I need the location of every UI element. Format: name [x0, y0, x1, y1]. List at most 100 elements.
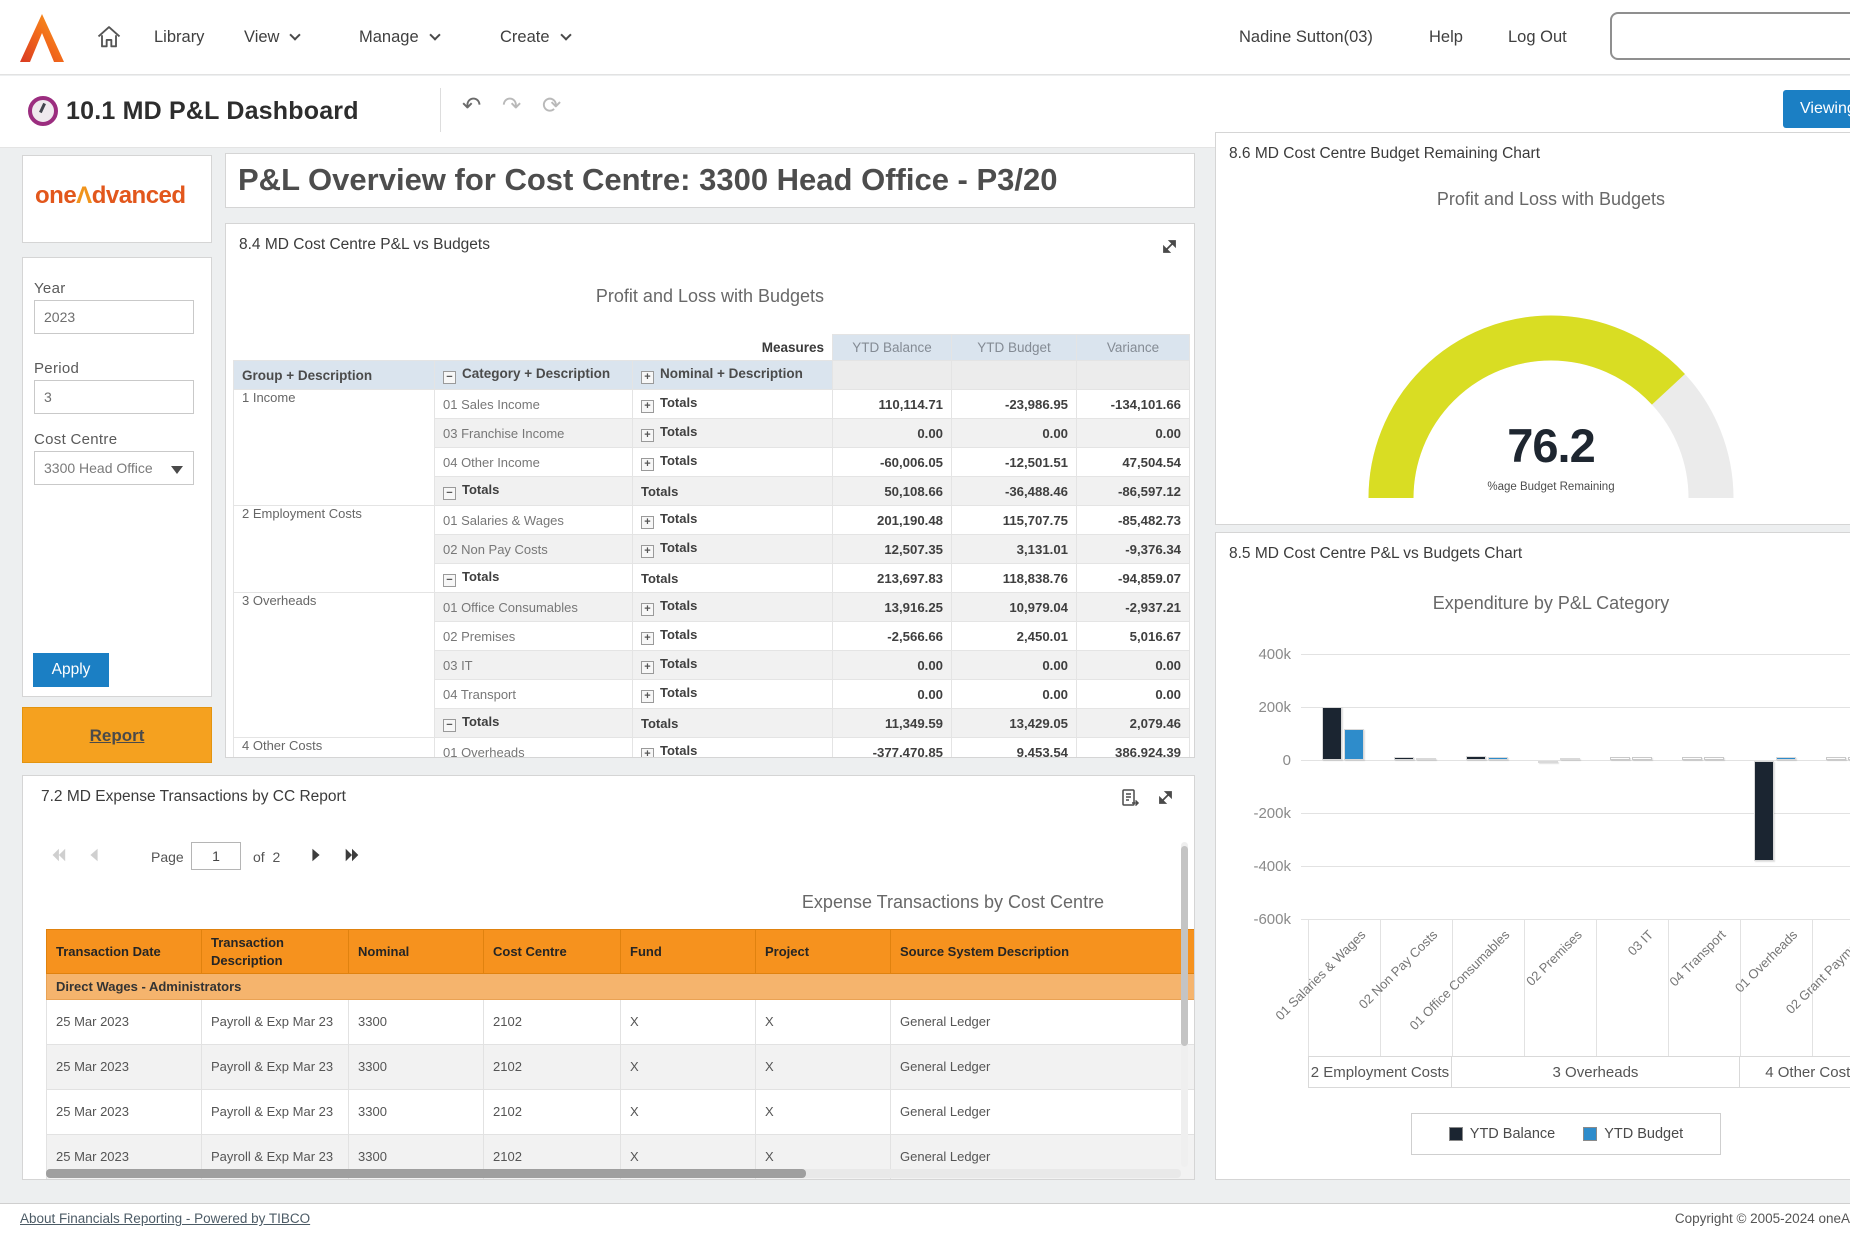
viewing-mode-button[interactable]: Viewing — [1783, 90, 1850, 128]
legend-item-ytd-budget[interactable]: YTD Budget — [1583, 1126, 1683, 1142]
col-project[interactable]: Project — [755, 928, 891, 975]
expand-row-icon[interactable] — [641, 603, 654, 616]
logout-link[interactable]: Log Out — [1508, 28, 1567, 46]
next-page-icon[interactable] — [307, 846, 325, 864]
nav-item-manage[interactable]: Manage — [359, 0, 441, 75]
expand-row-icon[interactable] — [641, 690, 654, 703]
col-category-description[interactable]: Category + Description — [434, 360, 633, 390]
scrollbar-thumb[interactable] — [46, 1169, 806, 1178]
bar-ytd-balance — [1610, 757, 1630, 760]
x-axis-label[interactable]: 01 Salaries & Wages — [1272, 927, 1369, 1024]
expand-row-icon[interactable] — [641, 748, 654, 757]
page-label: Page — [151, 849, 184, 865]
col-cost-centre[interactable]: Cost Centre — [483, 928, 621, 975]
expand-row-icon[interactable] — [641, 429, 654, 442]
table-row: 03 Franchise Income Totals 0.000.000.00 — [234, 418, 1190, 448]
col-variance[interactable]: Variance — [1076, 334, 1190, 361]
redo-icon[interactable]: ↷ — [502, 92, 522, 118]
collapse-row-icon[interactable] — [443, 719, 456, 732]
col-nominal[interactable]: Nominal — [348, 928, 484, 975]
col-nominal-description[interactable]: Nominal + Description — [632, 360, 833, 390]
expand-row-icon[interactable] — [641, 661, 654, 674]
undo-icon[interactable]: ↶ — [462, 92, 482, 118]
axis-separator — [1380, 919, 1381, 1056]
divider — [440, 88, 441, 132]
x-axis-group-label[interactable]: 4 Other Costs — [1740, 1057, 1850, 1088]
measures-header-row: Measures YTD Balance YTD Budget Variance — [233, 334, 1190, 361]
vertical-scrollbar[interactable] — [1181, 842, 1188, 1167]
col-transaction-date[interactable]: Transaction Date — [46, 928, 202, 975]
dropdown-arrow-icon — [171, 466, 183, 474]
col-ytd-budget[interactable]: YTD Budget — [951, 334, 1077, 361]
expand-row-icon[interactable] — [641, 458, 654, 471]
pnl-panel-title: 8.4 MD Cost Centre P&L vs Budgets — [239, 236, 490, 253]
first-page-icon[interactable] — [49, 846, 67, 864]
expand-rows-icon[interactable] — [641, 371, 654, 384]
expand-icon[interactable] — [1157, 789, 1174, 806]
nav-item-library[interactable]: Library — [154, 28, 205, 46]
chevron-down-icon — [428, 29, 441, 41]
period-field[interactable] — [34, 380, 194, 414]
expand-row-icon[interactable] — [641, 516, 654, 529]
pnl-table: Measures YTD Balance YTD Budget Variance… — [233, 334, 1190, 757]
x-axis-group-label[interactable]: 3 Overheads — [1452, 1057, 1740, 1088]
advanced-logo-icon[interactable] — [18, 12, 66, 64]
y-axis-tick: 0 — [1282, 752, 1291, 769]
y-axis-tick: 400k — [1258, 646, 1291, 663]
bar-chart-title: Expenditure by P&L Category — [1432, 593, 1670, 613]
col-transaction-description[interactable]: Transaction Description — [201, 928, 349, 975]
reset-icon[interactable]: ⟳ — [542, 92, 562, 118]
expand-row-icon[interactable] — [641, 545, 654, 558]
gridline — [1301, 866, 1850, 867]
scrollbar-thumb[interactable] — [1181, 846, 1188, 1046]
bar-ytd-balance — [1394, 756, 1414, 760]
legend-swatch-balance — [1448, 1127, 1463, 1141]
expand-row-icon[interactable] — [641, 400, 654, 413]
x-axis-label[interactable]: 04 Transport — [1666, 927, 1729, 990]
expand-icon[interactable] — [1161, 238, 1178, 255]
table-row: 25 Mar 2023 Payroll & Exp Mar 23 3300 2102 X… — [46, 1044, 1194, 1091]
bar-ytd-balance — [1682, 757, 1702, 760]
expense-table: Transaction Date Transaction Description… — [46, 928, 1194, 1179]
col-fund[interactable]: Fund — [620, 928, 756, 975]
previous-page-icon[interactable] — [85, 846, 103, 864]
group-cell: 2 Employment Costs — [233, 505, 435, 593]
cost-centre-dropdown[interactable]: 3300 Head Office — [34, 451, 194, 485]
help-link[interactable]: Help — [1429, 28, 1463, 46]
collapse-icon[interactable] — [443, 371, 456, 384]
export-report-icon[interactable] — [1120, 788, 1140, 808]
home-icon[interactable] — [95, 23, 123, 51]
year-label: Year — [34, 280, 66, 297]
x-axis-label[interactable]: 02 Premises — [1522, 927, 1585, 989]
expand-row-icon[interactable] — [641, 632, 654, 645]
axis-separator — [1452, 919, 1453, 1056]
page-number-input[interactable] — [191, 842, 241, 870]
col-source-system[interactable]: Source System Description — [890, 928, 1194, 975]
nav-item-view[interactable]: View — [244, 0, 302, 75]
page-of-label: of 2 — [253, 849, 281, 865]
axis-separator — [1596, 919, 1597, 1056]
collapse-row-icon[interactable] — [443, 487, 456, 500]
overview-title: P&L Overview for Cost Centre: 3300 Head … — [238, 162, 1058, 197]
table-row: 02 Non Pay Costs Totals 12,507.353,131.0… — [234, 534, 1190, 564]
report-button[interactable]: Report — [22, 707, 212, 763]
apply-button[interactable]: Apply — [33, 653, 109, 687]
filter-panel: Year Period Cost Centre 3300 Head Office… — [22, 257, 212, 697]
about-link[interactable]: About Financials Reporting - Powered by … — [20, 1211, 311, 1226]
user-menu[interactable]: Nadine Sutton(03) — [1239, 28, 1373, 46]
x-axis-label[interactable]: 01 Overheads — [1732, 927, 1801, 996]
legend-item-ytd-balance[interactable]: YTD Balance — [1448, 1126, 1555, 1142]
collapse-row-icon[interactable] — [443, 574, 456, 587]
search-input[interactable] — [1610, 12, 1850, 60]
y-axis-tick: -600k — [1253, 911, 1291, 928]
col-ytd-balance[interactable]: YTD Balance — [832, 334, 952, 361]
horizontal-scrollbar[interactable] — [46, 1169, 1181, 1178]
last-page-icon[interactable] — [343, 846, 361, 864]
nav-item-create[interactable]: Create — [500, 0, 572, 75]
col-group-description[interactable]: Group + Description — [233, 360, 435, 390]
x-axis-label[interactable]: 03 IT — [1625, 927, 1657, 959]
table-row: 25 Mar 2023 Payroll & Exp Mar 23 3300 2102 X… — [46, 1089, 1194, 1136]
x-axis-group-label[interactable]: 2 Employment Costs — [1308, 1057, 1452, 1088]
x-axis-label[interactable]: 02 Non Pay Costs — [1355, 927, 1441, 1012]
year-field[interactable] — [34, 300, 194, 334]
